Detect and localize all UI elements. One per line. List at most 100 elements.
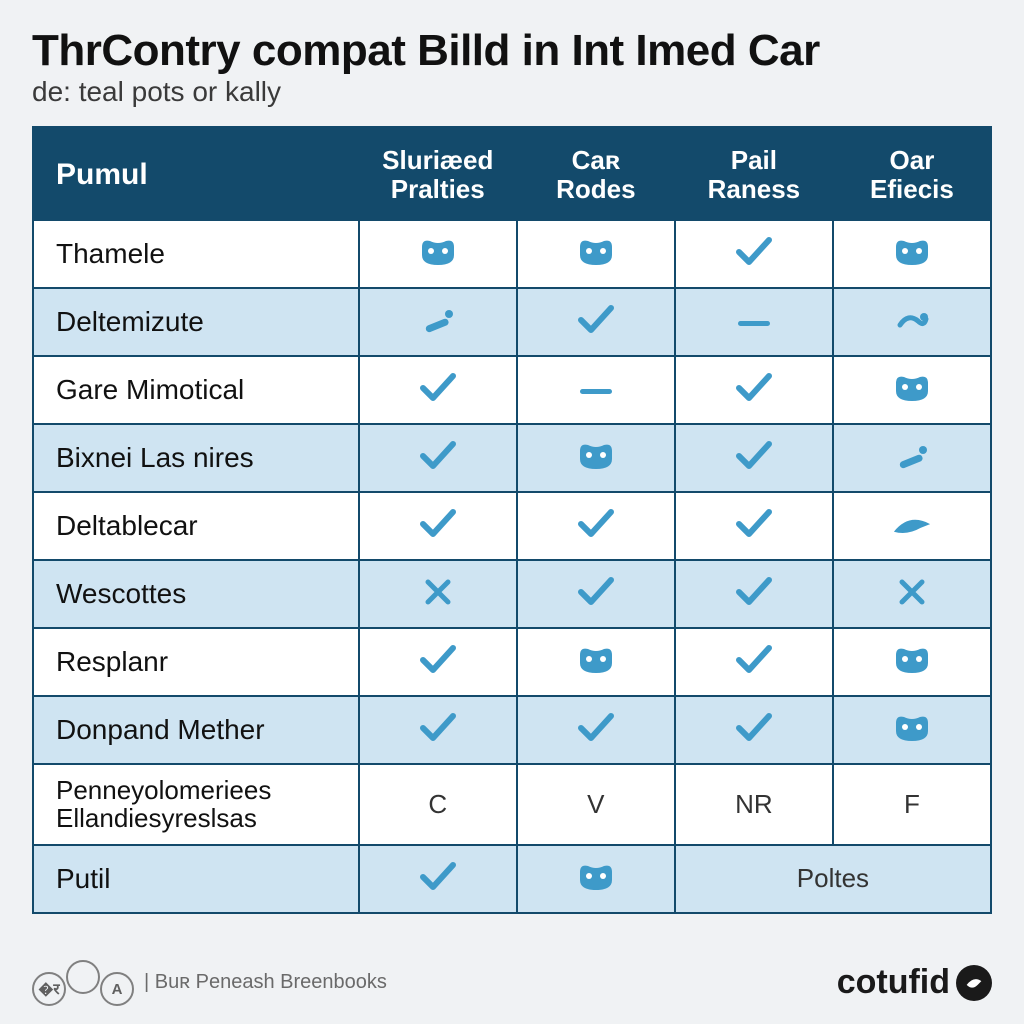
cross-icon [892,574,932,610]
check-icon [734,573,774,609]
col-header-row-label: Pumul [33,127,359,220]
table-cell [833,560,991,628]
check-icon [734,709,774,745]
table-cell: Poltes [675,845,991,913]
row-label: PenneyolomerieesEllandiesyreslsas [33,764,359,845]
check-icon [576,709,616,745]
table-cell [359,696,517,764]
table-cell [517,628,675,696]
table-cell: F [833,764,991,845]
row-label: Putil [33,845,359,913]
row-label: Gare Mimotical [33,356,359,424]
row-label: Thamele [33,220,359,288]
table-cell [517,424,675,492]
row-label: Wescottes [33,560,359,628]
check-icon [734,233,774,269]
check-icon [734,369,774,405]
mask-icon [892,710,932,746]
table-cell [517,492,675,560]
row-label: Deltablecar [33,492,359,560]
table-cell [517,356,675,424]
table-cell [833,288,991,356]
table-cell [833,220,991,288]
table-row: Thamele [33,220,991,288]
check-icon [418,505,458,541]
compat-table: PumulSluriæedPraltiesCaʀRodesPailRanessO… [32,126,992,914]
table-cell [359,424,517,492]
table-row: Gare Mimotical [33,356,991,424]
footer-circle-icon: �र [32,972,66,1006]
table-row: Bixnei Las nires [33,424,991,492]
brand: cotufid [837,963,992,1002]
table-cell [675,356,833,424]
swirl-icon [892,303,932,339]
table-cell [517,845,675,913]
footer-left: �र A | Buʀ Peneash Breenbooks [32,960,387,1007]
wand-icon [892,439,932,475]
footer-source: | Buʀ Peneash Breenbooks [144,971,387,994]
swoosh-icon [892,508,932,544]
check-icon [734,641,774,677]
table-cell [675,696,833,764]
mask-icon [576,438,616,474]
table-cell [517,220,675,288]
table-cell [833,492,991,560]
check-icon [418,709,458,745]
page-title: ThrContry compat Billd in Int Imed Car [32,28,992,74]
table-row: PenneyolomerieesEllandiesyreslsasCVNRF [33,764,991,845]
check-icon [576,301,616,337]
row-label: Resplanr [33,628,359,696]
footer-circle-icon [66,960,100,994]
mask-icon [576,234,616,270]
row-label: Donpand Mether [33,696,359,764]
mask-icon [576,642,616,678]
table-cell [359,492,517,560]
table-cell [359,628,517,696]
row-label: Deltemizute [33,288,359,356]
footer: �र A | Buʀ Peneash Breenbooks cotufid [32,960,992,1007]
check-icon [418,858,458,894]
table-cell [675,492,833,560]
footer-circle-icon: A [100,972,134,1006]
table-cell [359,560,517,628]
mask-icon [892,642,932,678]
table-cell [675,424,833,492]
table-row: Donpand Mether [33,696,991,764]
table-row: Putil Poltes [33,845,991,913]
cross-icon [418,574,458,610]
table-row: Deltablecar [33,492,991,560]
table-cell: NR [675,764,833,845]
brand-mark-icon [956,965,992,1001]
table-cell [359,356,517,424]
table-cell [675,628,833,696]
dash-icon [734,305,774,341]
table-cell: C [359,764,517,845]
table-cell [517,696,675,764]
table-cell [675,288,833,356]
table-cell [517,560,675,628]
check-icon [734,505,774,541]
table-cell [675,220,833,288]
table-cell: V [517,764,675,845]
dash-icon [576,373,616,409]
table-cell [359,845,517,913]
table-row: Resplanr [33,628,991,696]
wand-icon [418,303,458,339]
mask-icon [892,370,932,406]
row-label: Bixnei Las nires [33,424,359,492]
check-icon [418,369,458,405]
col-header-0: SluriæedPralties [359,127,517,220]
table-cell [359,220,517,288]
table-cell [675,560,833,628]
check-icon [418,641,458,677]
table-row: Deltemizute [33,288,991,356]
mask-icon [576,859,616,895]
check-icon [576,505,616,541]
col-header-3: OarEfiecis [833,127,991,220]
table-cell [833,424,991,492]
table-cell [833,696,991,764]
check-icon [418,437,458,473]
mask-icon [892,234,932,270]
table-row: Wescottes [33,560,991,628]
table-cell [833,356,991,424]
